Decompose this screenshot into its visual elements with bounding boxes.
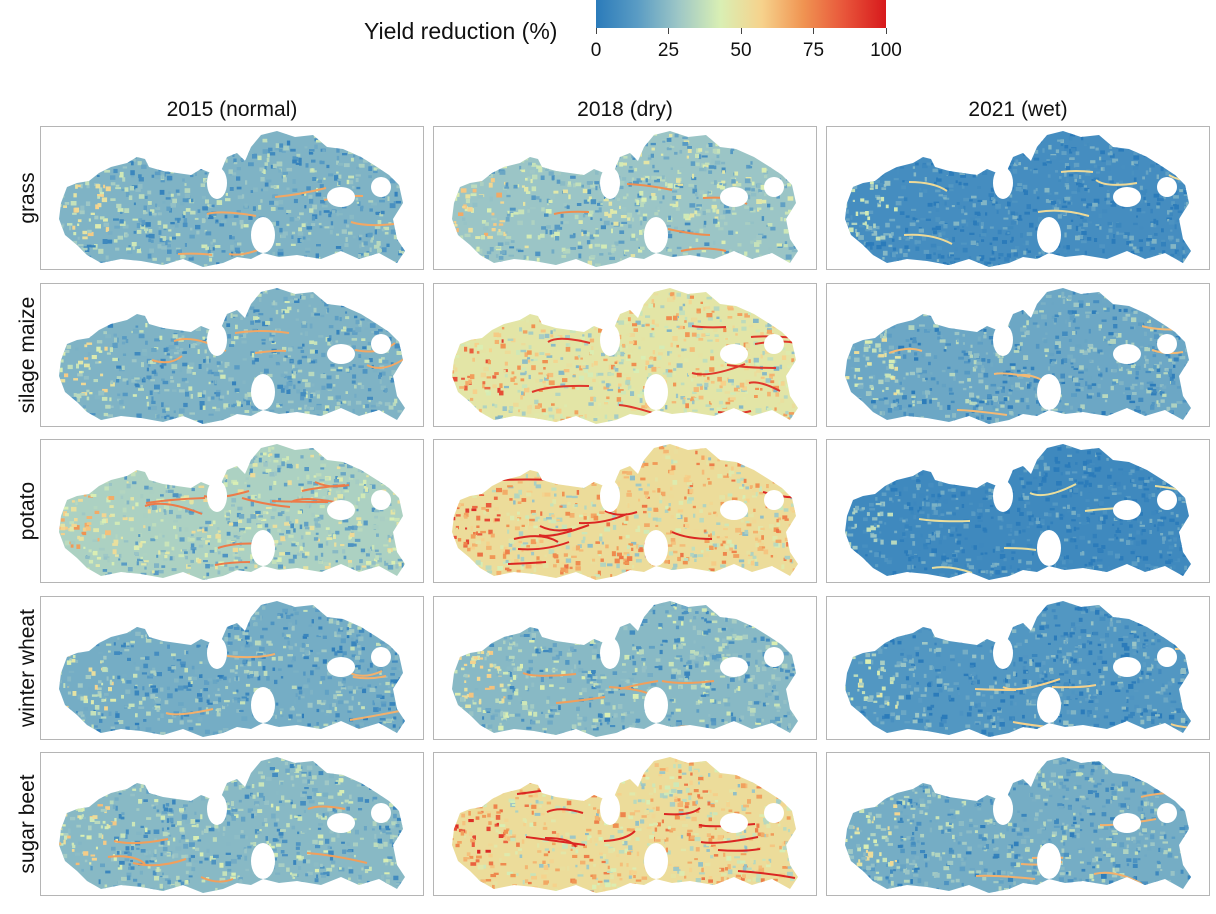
colorbar-tick-label: 50 — [730, 40, 752, 61]
row-label: grass — [16, 172, 39, 224]
map-region — [59, 288, 405, 424]
row-label: silage maize — [16, 296, 39, 414]
colorbar-tick-mark — [668, 28, 669, 34]
row-label: winter wheat — [16, 609, 39, 727]
map-panel — [433, 752, 817, 896]
map-panel — [826, 126, 1210, 270]
map-panel — [40, 596, 424, 740]
map-panel — [40, 439, 424, 583]
map-field-texture — [59, 444, 405, 580]
map-panel — [40, 283, 424, 427]
map-region — [452, 601, 798, 737]
column-label: 2015 (normal) — [166, 98, 298, 121]
colorbar-tick-label: 0 — [590, 40, 602, 61]
row-label: potato — [16, 481, 39, 541]
map-region — [845, 601, 1191, 737]
map-region — [845, 757, 1191, 893]
map-panel — [826, 596, 1210, 740]
map-field-texture — [59, 288, 405, 424]
column-label: 2018 (dry) — [577, 98, 673, 121]
colorbar-tick-mark — [885, 28, 887, 34]
row-label: sugar beet — [16, 774, 39, 874]
map-panel — [40, 126, 424, 270]
colorbar-tick-mark — [813, 28, 814, 34]
colorbar-tick-label: 100 — [870, 40, 902, 61]
colorbar — [596, 0, 886, 28]
map-region — [59, 757, 405, 893]
map-panel — [433, 439, 817, 583]
map-panel — [433, 283, 817, 427]
map-panel — [40, 752, 424, 896]
map-panel — [826, 439, 1210, 583]
colorbar-tick-label: 25 — [657, 40, 680, 61]
map-panel — [433, 596, 817, 740]
colorbar-tick-mark — [740, 28, 742, 34]
map-panel — [826, 283, 1210, 427]
column-label: 2021 (wet) — [968, 98, 1068, 121]
map-panel — [826, 752, 1210, 896]
map-panel — [433, 126, 817, 270]
colorbar-tick-mark — [595, 28, 597, 34]
colorbar-tick-label: 75 — [802, 40, 825, 61]
legend-title: Yield reduction (%) — [364, 18, 558, 44]
